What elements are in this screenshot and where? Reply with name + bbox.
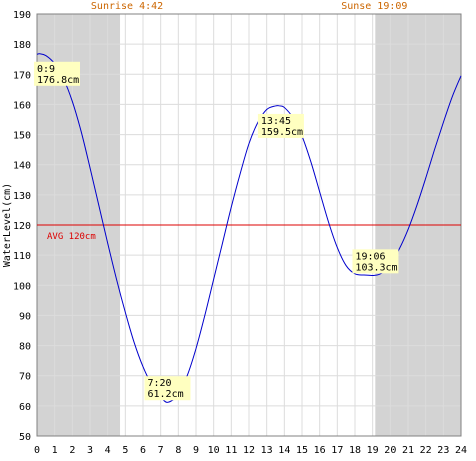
- y-tick-label: 120: [13, 221, 31, 232]
- annotation-value: 61.2cm: [147, 389, 183, 400]
- annotation-background: [144, 376, 191, 401]
- x-tick-label: 18: [349, 445, 361, 456]
- x-tick-label: 9: [193, 445, 199, 456]
- y-tick-label: 170: [13, 70, 31, 81]
- annotation-background: [352, 249, 399, 274]
- x-tick-label: 5: [122, 445, 128, 456]
- y-tick-label: 70: [19, 372, 31, 383]
- annotation-time: 19:06: [355, 251, 385, 262]
- x-tick-label: 12: [243, 445, 255, 456]
- y-tick-label: 180: [13, 40, 31, 51]
- x-tick-label: 15: [296, 445, 308, 456]
- annotation-background: [34, 61, 80, 86]
- annotation-background: [257, 113, 304, 138]
- y-axis-title: WaterLevel(cm): [2, 183, 13, 267]
- x-tick-label: 10: [208, 445, 220, 456]
- x-tick-label: 24: [455, 445, 467, 456]
- x-axis-tick-labels: 0 1 2 3 4 5 6 7 8 9 10 11 12 13 14 15 16 17 18 19 20 21 22 23 24: [34, 445, 467, 456]
- y-tick-label: 160: [13, 100, 31, 111]
- y-tick-label: 150: [13, 131, 31, 142]
- x-tick-label: 1: [52, 445, 58, 456]
- x-tick-label: 22: [420, 445, 432, 456]
- x-tick-label: 14: [278, 445, 290, 456]
- x-tick-label: 3: [87, 445, 93, 456]
- y-axis-tick-labels: 50 60 70 80 90 100 110 120 130 140 150 160 170 180 190: [13, 10, 31, 443]
- x-tick-label: 6: [140, 445, 146, 456]
- y-tick-label: 130: [13, 191, 31, 202]
- x-tick-label: 17: [331, 445, 343, 456]
- sunset-label: Sunse 19:09: [341, 1, 407, 12]
- x-tick-label: 13: [261, 445, 273, 456]
- x-tick-label: 4: [105, 445, 111, 456]
- annotation-value: 176.8cm: [37, 75, 79, 86]
- x-tick-label: 21: [402, 445, 414, 456]
- x-tick-label: 16: [314, 445, 326, 456]
- x-tick-label: 19: [367, 445, 379, 456]
- x-tick-label: 20: [384, 445, 396, 456]
- y-tick-label: 100: [13, 281, 31, 292]
- annotation-time: 0:9: [37, 64, 55, 75]
- x-tick-label: 11: [225, 445, 237, 456]
- annotation-time: 7:20: [147, 378, 171, 389]
- x-tick-label: 7: [158, 445, 164, 456]
- x-tick-label: 23: [437, 445, 449, 456]
- x-tick-label: 8: [175, 445, 181, 456]
- y-tick-label: 190: [13, 10, 31, 21]
- y-tick-label: 90: [19, 311, 31, 322]
- annotation-value: 159.5cm: [261, 127, 303, 138]
- x-tick-label: 2: [69, 445, 75, 456]
- y-tick-label: 60: [19, 402, 31, 413]
- x-tick-label: 0: [34, 445, 40, 456]
- y-tick-label: 80: [19, 342, 31, 353]
- y-tick-label: 110: [13, 251, 31, 262]
- annotation-value: 103.3cm: [355, 262, 397, 273]
- y-tick-label: 50: [19, 432, 31, 443]
- y-tick-label: 140: [13, 161, 31, 172]
- average-label: AVG 120cm: [47, 232, 96, 242]
- annotation-time: 13:45: [261, 116, 291, 127]
- sunrise-label: Sunrise 4:42: [91, 1, 163, 12]
